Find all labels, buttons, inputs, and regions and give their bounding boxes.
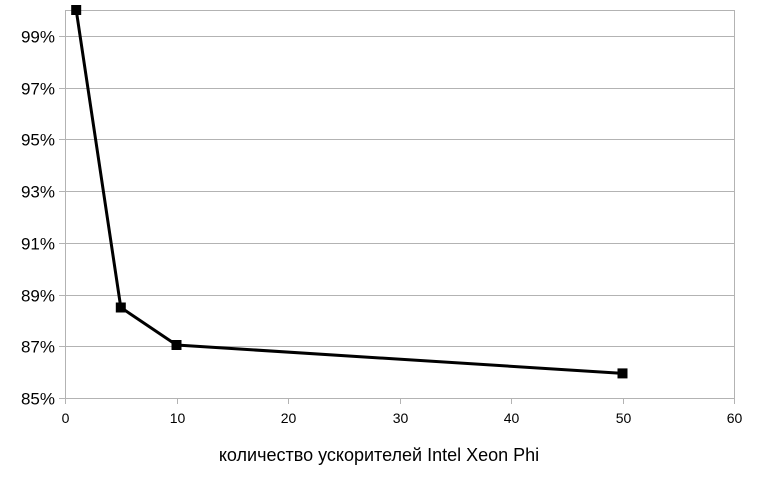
y-tick-label-7: 99%	[21, 28, 55, 47]
data-point-0-2	[171, 340, 182, 350]
y-tick-label-3: 91%	[21, 235, 55, 254]
y-tick-label-4: 93%	[21, 183, 55, 202]
x-tick-label-2: 20	[281, 410, 297, 426]
x-tick-label-1: 10	[170, 410, 186, 426]
grid	[59, 10, 734, 399]
y-tick-label-6: 97%	[21, 80, 55, 99]
x-axis: 0 10 20 30 40 50 60	[62, 398, 743, 426]
x-tick-label-5: 50	[616, 410, 632, 426]
y-tick-label-1: 87%	[21, 338, 55, 357]
y-tick-label-2: 89%	[21, 287, 55, 306]
data-point-0-3	[617, 368, 628, 379]
y-tick-label-5: 95%	[21, 131, 55, 150]
series-group	[71, 5, 628, 379]
x-tick-label-6: 60	[727, 410, 743, 426]
x-tick-label-3: 30	[393, 410, 409, 426]
y-tick-label-0: 85%	[21, 390, 55, 409]
y-axis: 85% 87% 89% 91% 93% 95% 97% 99%	[21, 10, 735, 409]
series-line-0	[74, 9, 623, 375]
data-point-0-1	[115, 302, 126, 313]
x-axis-title: количество ускорителей Intel Xeon Phi	[219, 445, 539, 465]
data-point-0-0	[71, 5, 82, 15]
x-tick-label-0: 0	[62, 410, 70, 426]
x-tick-label-4: 40	[504, 410, 520, 426]
